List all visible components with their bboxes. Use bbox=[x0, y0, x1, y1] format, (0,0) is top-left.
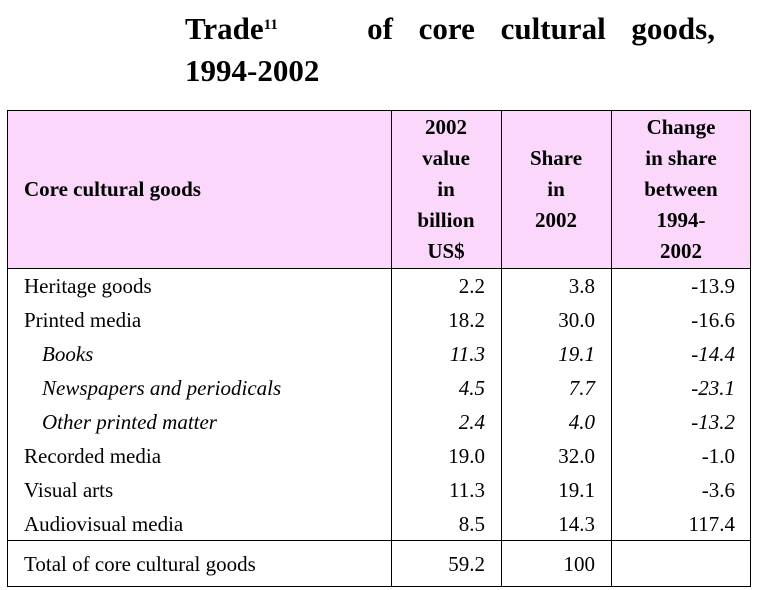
row-label: Recorded media bbox=[24, 444, 162, 468]
table-row: Total of core cultural goods 59.2 100 bbox=[8, 547, 750, 581]
row-label: Heritage goods bbox=[24, 274, 152, 298]
cell-value: -3.6 bbox=[701, 478, 735, 502]
cell-value: -13.2 bbox=[691, 410, 735, 434]
cell-value: 18.2 bbox=[448, 308, 485, 332]
table-row: Audiovisual media 8.5 14.3 117.4 bbox=[8, 507, 750, 541]
cell-value: 3.8 bbox=[568, 274, 595, 298]
header-line: Core cultural goods bbox=[24, 177, 201, 201]
cell-value: 32.0 bbox=[558, 444, 595, 468]
header-line: 2002 bbox=[660, 239, 702, 263]
cell-value: -23.1 bbox=[691, 376, 735, 400]
cell-value: 4.5 bbox=[458, 376, 485, 400]
table-row: Visual arts 11.3 19.1 -3.6 bbox=[8, 473, 750, 507]
title: Trade11 of core cultural goods, 1994-2002 bbox=[185, 8, 715, 92]
cell-value: 19.1 bbox=[558, 478, 595, 502]
header-line: billion bbox=[417, 208, 475, 232]
row-label: Audiovisual media bbox=[24, 512, 184, 536]
row-label: Newspapers and periodicals bbox=[42, 376, 282, 400]
cell-value: 14.3 bbox=[558, 512, 595, 536]
column-rule bbox=[391, 111, 392, 586]
row-label: Books bbox=[42, 342, 94, 366]
cell-value: 4.0 bbox=[568, 410, 595, 434]
cell-value: 7.7 bbox=[568, 376, 595, 400]
header-line: US$ bbox=[427, 239, 465, 263]
header-line: Share bbox=[529, 146, 583, 170]
table-row: Newspapers and periodicals 4.5 7.7 -23.1 bbox=[8, 371, 750, 405]
header-line: value bbox=[422, 146, 470, 170]
row-label: Other printed matter bbox=[42, 410, 217, 434]
cell-value: 19.1 bbox=[558, 342, 595, 366]
table-row: Heritage goods 2.2 3.8 -13.9 bbox=[8, 269, 750, 303]
cell-value: 2.2 bbox=[458, 274, 485, 298]
cell-value: -13.9 bbox=[691, 274, 735, 298]
cell-value: 100 bbox=[563, 552, 596, 576]
table-header: Core cultural goods 2002 value in billion US$… bbox=[8, 111, 750, 269]
cell-value: -14.4 bbox=[691, 342, 735, 366]
column-rule bbox=[501, 111, 502, 586]
header-line: Change bbox=[646, 115, 716, 139]
header-line: 2002 bbox=[535, 208, 577, 232]
header-line: in share bbox=[645, 146, 717, 170]
title-text: of core cultural goods, bbox=[367, 11, 715, 46]
cell-value: 8.5 bbox=[458, 512, 485, 536]
cell-value: 19.0 bbox=[448, 444, 485, 468]
header-line: between bbox=[644, 177, 718, 201]
title-line: Trade11 of core cultural goods, bbox=[185, 8, 715, 50]
cell-value: 59.2 bbox=[448, 552, 485, 576]
title-text: 1994-2002 bbox=[185, 53, 320, 88]
footnote-ref: 11 bbox=[263, 17, 278, 33]
header-cell: Core cultural goods bbox=[24, 111, 391, 268]
header-line: in bbox=[547, 177, 565, 201]
header-cell: Share in 2002 bbox=[501, 111, 611, 268]
title-text: Trade bbox=[185, 11, 264, 46]
header-cell: Change in share between 1994- 2002 bbox=[611, 111, 751, 268]
header-line: 1994- bbox=[656, 208, 706, 232]
header-cell: 2002 value in billion US$ bbox=[391, 111, 501, 268]
table: Core cultural goods 2002 value in billion US$… bbox=[7, 110, 751, 587]
header-line: in bbox=[437, 177, 455, 201]
total-rule bbox=[8, 540, 750, 541]
cell-value: 30.0 bbox=[558, 308, 595, 332]
column-rule bbox=[611, 111, 612, 586]
cell-value: -16.6 bbox=[691, 308, 735, 332]
cell-value: 117.4 bbox=[688, 512, 735, 536]
cell-value: 11.3 bbox=[449, 342, 485, 366]
row-label: Visual arts bbox=[24, 478, 114, 502]
table-row: Printed media 18.2 30.0 -16.6 bbox=[8, 303, 750, 337]
title-word: Trade11 bbox=[185, 8, 278, 50]
table-row: Books 11.3 19.1 -14.4 bbox=[8, 337, 750, 371]
header-line: 2002 bbox=[425, 115, 467, 139]
row-label: Total of core cultural goods bbox=[24, 552, 256, 576]
table-row: Recorded media 19.0 32.0 -1.0 bbox=[8, 439, 750, 473]
cell-value: -1.0 bbox=[701, 444, 735, 468]
row-label: Printed media bbox=[24, 308, 142, 332]
table-row: Other printed matter 2.4 4.0 -13.2 bbox=[8, 405, 750, 439]
cell-value: 11.3 bbox=[449, 478, 485, 502]
cell-value: 2.4 bbox=[458, 410, 485, 434]
